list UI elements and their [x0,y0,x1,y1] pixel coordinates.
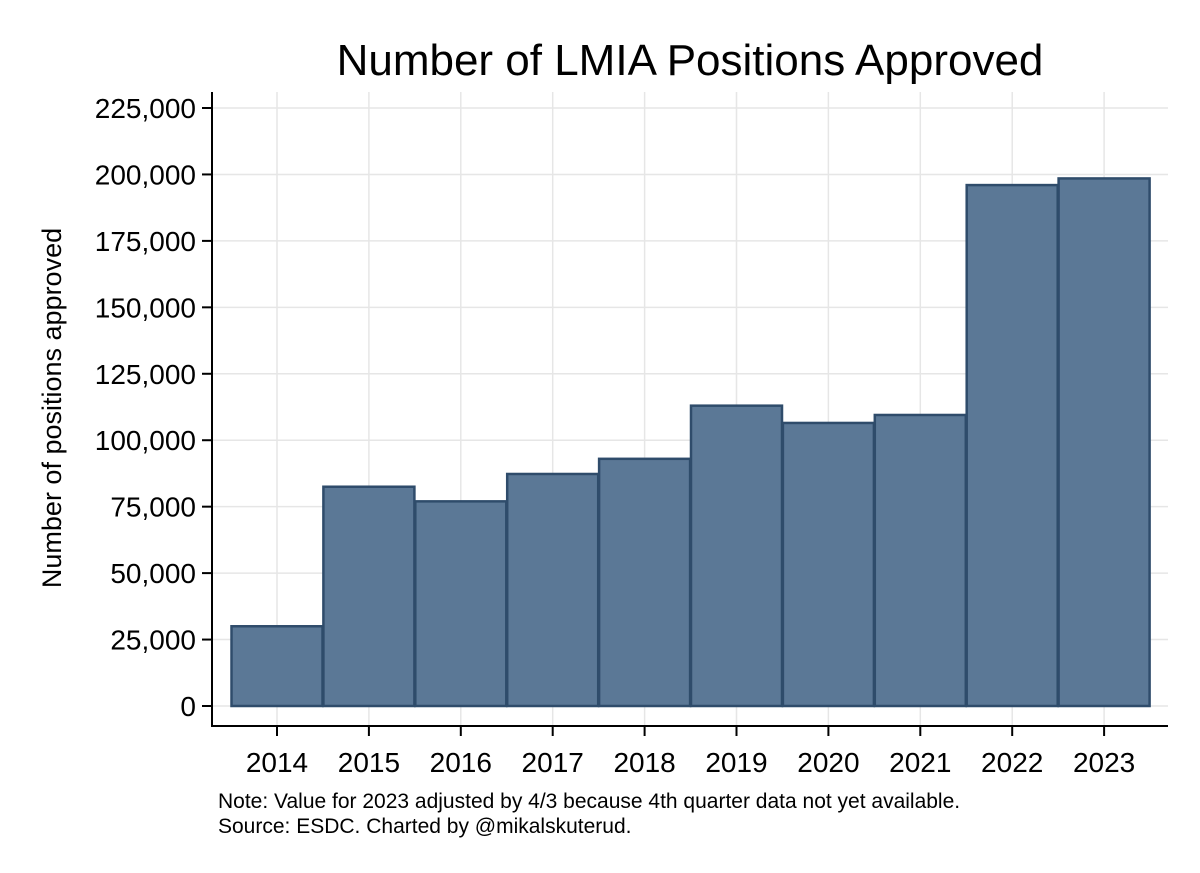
y-tick-label: 100,000 [95,425,196,456]
x-tick-label: 2023 [1073,747,1135,778]
x-tick-label: 2017 [522,747,584,778]
y-tick-label: 225,000 [95,93,196,124]
x-tick-label: 2018 [613,747,675,778]
bar-2022 [965,183,1059,708]
y-tick-label: 200,000 [95,159,196,190]
axes-layer: 0 25,000 50,000 75,000 100,000 125,000 150,000… [95,92,1168,778]
y-tick-label: 25,000 [110,625,196,656]
bar-2021 [873,413,968,708]
y-tick-label: 75,000 [110,492,196,523]
bar-2019 [689,404,784,708]
y-tick-label: 0 [180,691,196,722]
bar-2017 [505,472,600,708]
x-tick-label: 2022 [981,747,1043,778]
bars-layer [230,177,1151,708]
x-tick-label: 2019 [705,747,767,778]
x-tick-label: 2015 [338,747,400,778]
x-tick-label: 2016 [430,747,492,778]
chart-source: Source: ESDC. Charted by @mikalskuterud. [218,815,632,838]
y-tick-label: 175,000 [95,226,196,257]
x-tick-label: 2021 [889,747,951,778]
y-axis-label: Number of positions approved [37,228,67,588]
bar-2020 [781,421,876,708]
bar-2014 [230,625,324,708]
bar-2016 [414,500,508,708]
bar-2015 [322,485,416,708]
x-tick-label: 2020 [797,747,859,778]
bar-2018 [597,457,692,708]
chart-note: Note: Value for 2023 adjusted by 4/3 bec… [218,790,961,813]
y-tick-label: 125,000 [95,359,196,390]
chart-title: Number of LMIA Positions Approved [337,36,1044,85]
x-tick-label: 2014 [246,747,308,778]
y-tick-label: 50,000 [110,558,196,589]
bar-2023 [1057,177,1151,708]
y-tick-label: 150,000 [95,292,196,323]
